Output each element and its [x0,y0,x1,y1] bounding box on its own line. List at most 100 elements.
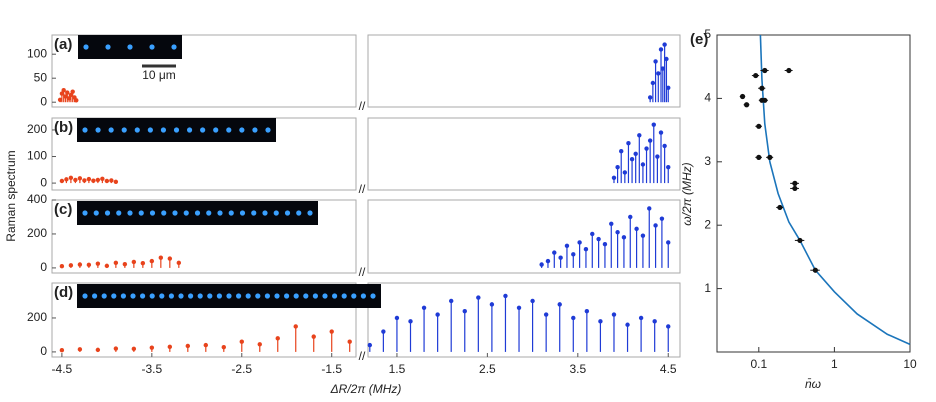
peak-marker [435,312,440,317]
peak-marker [652,319,657,324]
data-point [756,154,762,160]
peak-marker [611,312,617,317]
peak-marker [203,342,208,348]
peak-marker [57,97,63,103]
x-tick-label: -1.5 [321,362,342,376]
peak-marker [131,346,137,352]
panel-frame [51,199,357,274]
x-tick-label: 4.5 [660,362,677,376]
peak-marker [656,71,661,76]
peak-marker [644,146,649,151]
ion [159,293,165,299]
ion [255,293,261,299]
ion [147,127,153,133]
data-point [759,85,765,91]
y-tick-label: 1 [704,281,711,295]
peak-marker [625,322,630,327]
peak-marker [647,95,653,100]
peak-marker [59,348,65,353]
peak-marker [584,308,590,314]
ion [186,127,193,133]
panel-label: (a) [54,36,72,53]
peak-marker [503,293,508,299]
peak-marker [311,334,316,339]
peak-marker [651,122,656,127]
peak-marker [347,339,352,344]
y-axis-label: ω/2π (MHz) [680,162,694,225]
peak-marker [176,260,182,266]
ion [104,210,111,216]
peak-marker [598,319,603,324]
peak-marker [59,178,65,184]
peak-marker [647,138,653,143]
peak-marker [611,175,617,180]
data-point [812,267,818,273]
peak-marker [662,42,667,47]
ion [251,210,257,216]
ion [236,293,242,299]
x-tick-label: 0.1 [750,357,767,371]
ion [134,127,140,133]
ion [228,210,234,216]
peak-marker [394,315,400,321]
peak-marker [65,90,70,95]
peak-marker [275,336,280,341]
peak-marker [149,345,155,350]
peak-marker [462,308,467,314]
peak-marker [122,261,128,267]
x-tick-label: 10 [903,357,917,371]
peak-marker [59,91,65,96]
peak-marker [104,178,110,184]
peak-marker [66,96,72,101]
data-point [762,67,768,74]
peak-marker [653,59,658,64]
peak-marker [590,231,595,237]
panel-frame [51,34,357,108]
ion [108,127,114,133]
peak-marker [658,130,664,135]
peak-marker [571,252,576,257]
peak-marker [489,302,495,307]
peak-marker [59,264,65,269]
peak-marker [113,179,119,184]
peak-marker [615,230,620,235]
peak-marker [577,240,582,245]
panel-label: (e) [690,31,708,48]
peak-marker [557,302,562,307]
peak-marker [666,164,671,170]
x-axis-label: ΔR/2π (MHz) [330,382,402,396]
ion [264,293,270,299]
ion [188,293,194,299]
ion [171,44,177,50]
peak-marker [637,133,642,138]
peak-marker [91,178,96,183]
peak-marker [609,221,614,226]
panel-label: (c) [54,201,72,218]
peak-marker [626,141,631,146]
peak-marker [113,346,119,351]
peak-marker [558,255,563,260]
peak-marker [638,315,644,321]
ion [161,210,167,216]
peak-marker [381,329,386,334]
fit-curve [759,34,911,346]
panel-frame [367,199,681,274]
peak-marker [95,347,101,353]
axis-break: // [359,265,366,279]
ion [173,127,180,133]
y-tick-label: 100 [27,149,47,163]
ion [200,127,206,133]
peak-marker [149,258,155,264]
x-tick-label: 1 [831,357,838,371]
ion [296,210,302,216]
y-tick-label: 0 [40,94,47,108]
ion [82,127,88,133]
peak-marker [539,262,544,267]
panel-frame [51,282,357,358]
peak-marker [73,177,78,183]
peak-marker [158,255,164,260]
ion [160,127,167,133]
ion [207,293,213,299]
peak-marker [615,164,620,170]
peak-marker [666,85,671,91]
